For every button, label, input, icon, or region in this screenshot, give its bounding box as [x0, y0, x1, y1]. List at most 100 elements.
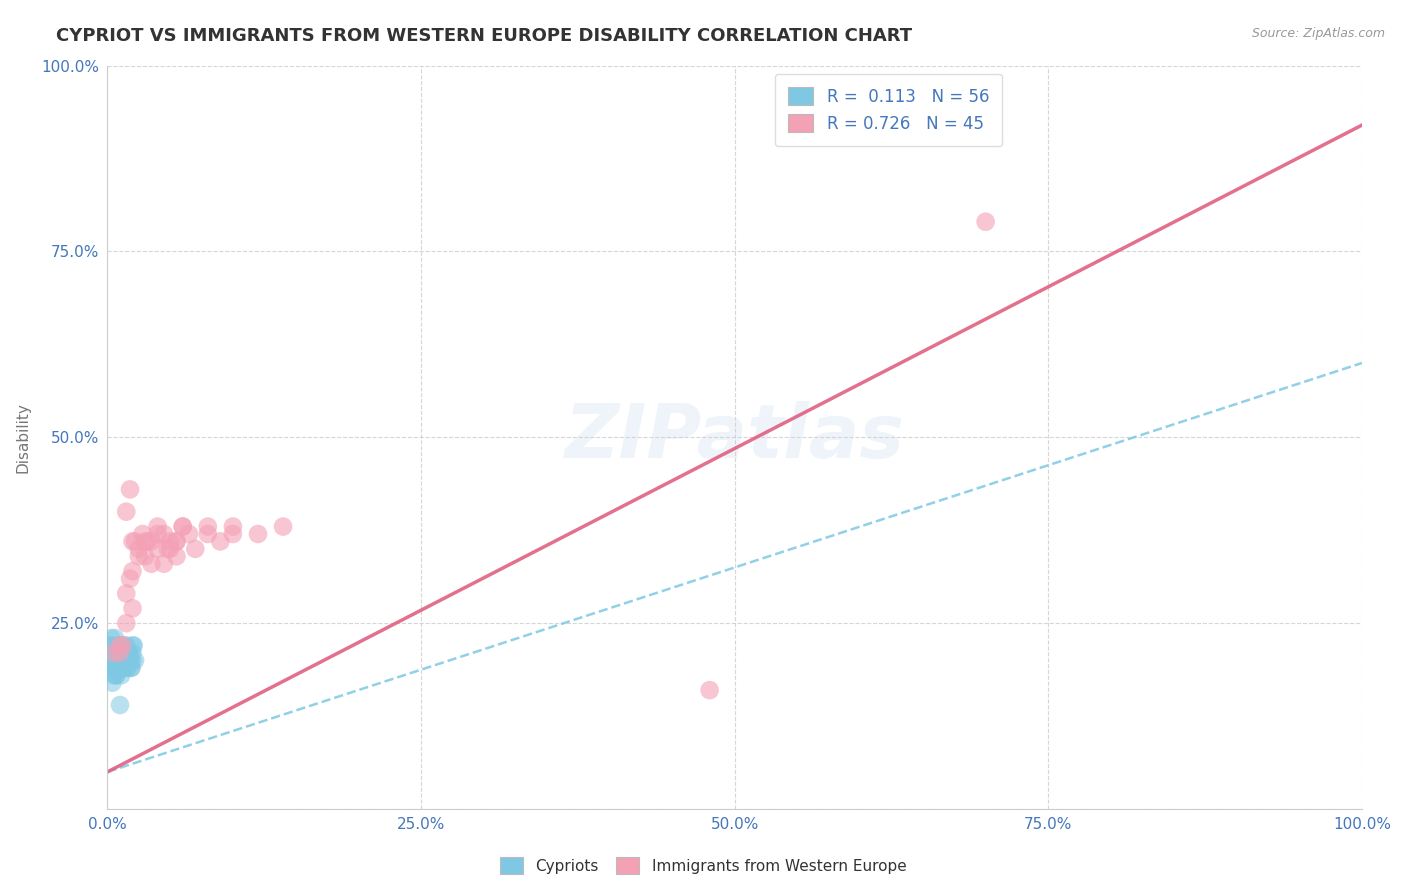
Point: [134, 534, 156, 549]
Point: [105, 668, 128, 682]
Point: [172, 519, 194, 533]
Point: [184, 541, 207, 556]
Point: [115, 505, 138, 519]
Point: [128, 541, 150, 556]
Point: [108, 653, 131, 667]
Point: [118, 646, 141, 660]
Point: [108, 639, 131, 653]
Point: [222, 519, 245, 533]
Point: [197, 519, 219, 533]
Point: [120, 661, 142, 675]
Point: [101, 646, 124, 660]
Legend: Cypriots, Immigrants from Western Europe: Cypriots, Immigrants from Western Europe: [494, 851, 912, 880]
Point: [153, 557, 176, 571]
Point: [141, 534, 163, 549]
Point: [114, 653, 136, 667]
Text: Source: ZipAtlas.com: Source: ZipAtlas.com: [1251, 27, 1385, 40]
Point: [112, 639, 135, 653]
Legend: R =  0.113   N = 56, R = 0.726   N = 45: R = 0.113 N = 56, R = 0.726 N = 45: [775, 74, 1002, 146]
Point: [121, 653, 143, 667]
Point: [141, 557, 163, 571]
Point: [271, 519, 294, 533]
Text: CYPRIOT VS IMMIGRANTS FROM WESTERN EUROPE DISABILITY CORRELATION CHART: CYPRIOT VS IMMIGRANTS FROM WESTERN EUROP…: [56, 27, 912, 45]
Text: ZIPatlas: ZIPatlas: [565, 401, 904, 474]
Point: [146, 527, 169, 541]
Point: [146, 541, 169, 556]
Point: [112, 661, 135, 675]
Point: [159, 541, 181, 556]
Point: [107, 661, 129, 675]
Y-axis label: Disability: Disability: [15, 402, 30, 473]
Point: [165, 534, 187, 549]
Point: [108, 661, 131, 675]
Point: [118, 653, 141, 667]
Point: [165, 549, 187, 564]
Point: [108, 646, 131, 660]
Point: [115, 586, 138, 600]
Point: [103, 653, 125, 667]
Point: [114, 653, 136, 667]
Point: [172, 519, 194, 533]
Point: [104, 653, 127, 667]
Point: [156, 541, 179, 556]
Point: [100, 653, 122, 667]
Point: [128, 549, 150, 564]
Point: [107, 646, 129, 660]
Point: [108, 646, 131, 660]
Point: [107, 653, 129, 667]
Point: [159, 534, 181, 549]
Point: [117, 653, 139, 667]
Point: [118, 646, 141, 660]
Point: [122, 639, 145, 653]
Point: [107, 653, 129, 667]
Point: [105, 653, 128, 667]
Point: [118, 653, 141, 667]
Point: [111, 661, 134, 675]
Point: [111, 653, 134, 667]
Point: [121, 601, 143, 615]
Point: [121, 534, 143, 549]
Point: [120, 661, 142, 675]
Point: [121, 646, 143, 660]
Point: [98, 639, 121, 653]
Point: [118, 483, 141, 497]
Point: [103, 646, 125, 660]
Point: [974, 215, 997, 229]
Point: [108, 698, 131, 712]
Point: [103, 668, 125, 682]
Point: [103, 639, 125, 653]
Point: [101, 646, 124, 660]
Point: [246, 527, 269, 541]
Point: [111, 646, 134, 660]
Point: [100, 653, 122, 667]
Point: [177, 527, 200, 541]
Point: [110, 668, 132, 682]
Point: [104, 661, 127, 675]
Point: [104, 631, 127, 645]
Point: [118, 572, 141, 586]
Point: [111, 639, 134, 653]
Point: [121, 564, 143, 578]
Point: [115, 639, 138, 653]
Point: [112, 646, 135, 660]
Point: [107, 639, 129, 653]
Point: [115, 646, 138, 660]
Point: [131, 527, 153, 541]
Point: [101, 675, 124, 690]
Point: [699, 683, 721, 698]
Point: [103, 661, 125, 675]
Point: [110, 639, 132, 653]
Point: [104, 661, 127, 675]
Point: [108, 646, 131, 660]
Point: [115, 616, 138, 631]
Point: [134, 549, 156, 564]
Point: [153, 527, 176, 541]
Point: [107, 661, 129, 675]
Point: [165, 534, 187, 549]
Point: [100, 631, 122, 645]
Point: [110, 653, 132, 667]
Point: [146, 519, 169, 533]
Point: [115, 661, 138, 675]
Point: [117, 661, 139, 675]
Point: [136, 534, 159, 549]
